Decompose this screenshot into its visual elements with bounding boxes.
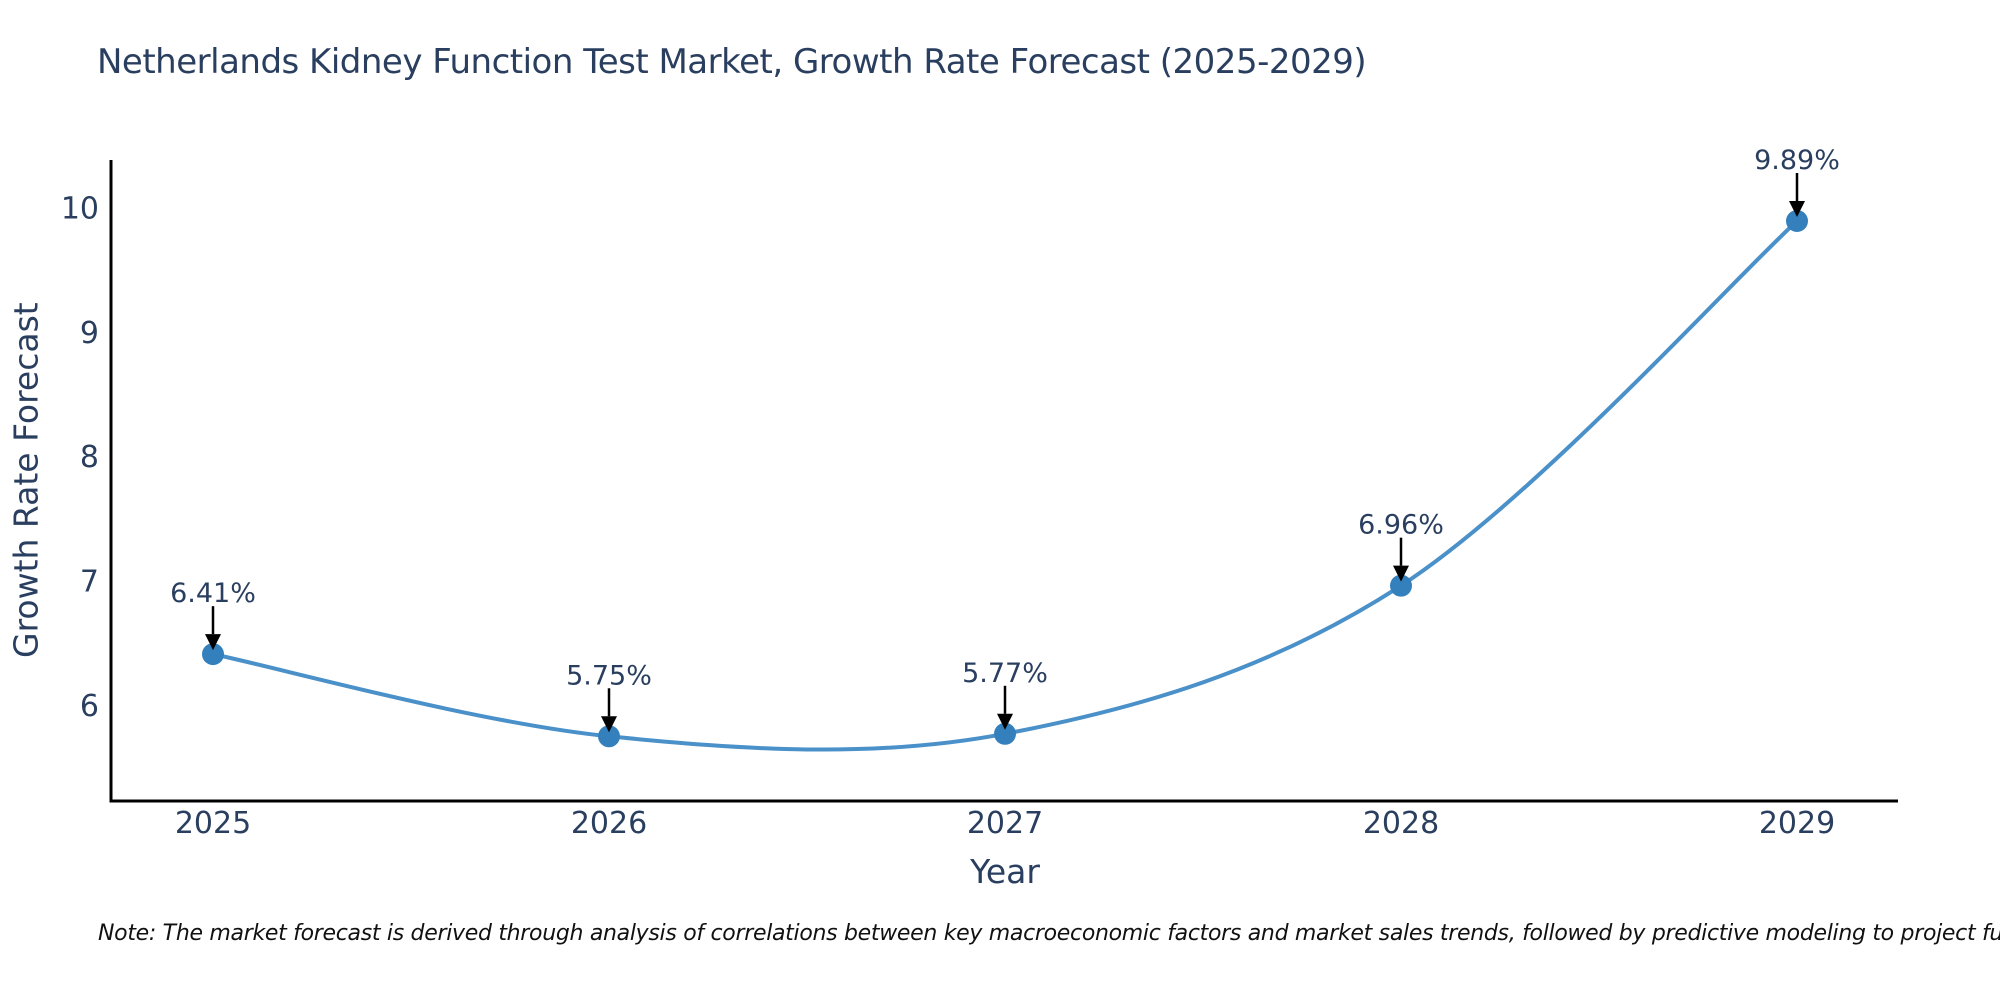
y-tick-label: 7	[80, 565, 99, 600]
y-tick-label: 8	[80, 440, 99, 475]
data-point-marker	[598, 725, 620, 748]
series-line	[211, 218, 1799, 752]
footnote: Note: The market forecast is derived thr…	[98, 921, 2000, 946]
annotation-arrowhead	[1789, 200, 1805, 217]
x-axis-title: Year	[970, 852, 1040, 891]
data-point-marker	[202, 643, 224, 666]
y-tick-label: 6	[80, 689, 99, 724]
x-tick-label: 2027	[967, 806, 1043, 841]
annotation-arrowhead	[1393, 565, 1409, 582]
x-tick-label: 2029	[1759, 806, 1835, 841]
data-point-marker	[1390, 574, 1412, 597]
annotation-arrowhead	[601, 716, 617, 733]
annotation-arrowhead	[205, 634, 221, 651]
annotation-arrowhead	[997, 713, 1013, 730]
annotation-label: 9.89%	[1754, 145, 1840, 176]
annotation-label: 6.96%	[1358, 510, 1444, 541]
data-point-marker	[994, 722, 1016, 745]
x-tick-label: 2026	[571, 806, 647, 841]
chart-title: Netherlands Kidney Function Test Market,…	[97, 42, 1367, 82]
annotation-label: 6.41%	[170, 578, 256, 609]
annotation-label: 5.75%	[566, 660, 652, 691]
y-tick-label: 9	[80, 316, 99, 351]
y-tick-label: 10	[61, 191, 99, 226]
annotation-label: 5.77%	[962, 658, 1048, 689]
x-tick-label: 2025	[175, 806, 251, 841]
x-tick-label: 2028	[1363, 806, 1439, 841]
data-point-marker	[1786, 209, 1808, 232]
